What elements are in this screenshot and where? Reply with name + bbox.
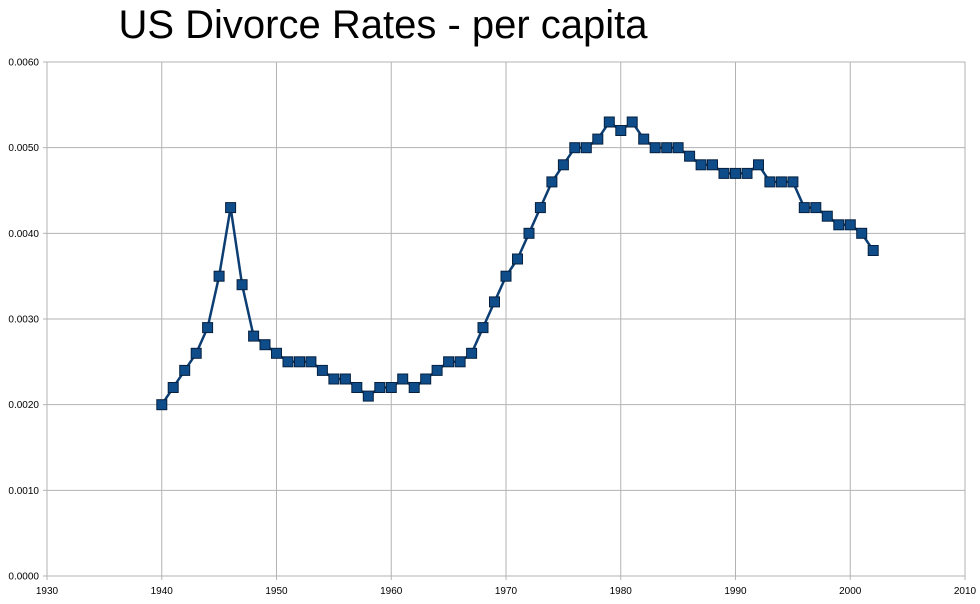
x-tick-label: 1970 [495, 586, 518, 597]
data-point [179, 364, 191, 376]
data-point [431, 364, 443, 376]
data-point [569, 142, 581, 154]
data-point [213, 270, 225, 282]
data-point [787, 176, 799, 188]
data-point [385, 382, 397, 393]
x-tick-label: 1980 [610, 586, 633, 597]
x-tick-label: 1990 [724, 586, 747, 597]
data-point [603, 116, 615, 128]
y-tick-label: 0.0050 [8, 143, 39, 154]
data-point [867, 245, 879, 256]
data-point [259, 339, 271, 351]
data-point [718, 167, 730, 179]
data-point [810, 202, 822, 214]
data-point [512, 253, 523, 265]
data-point [798, 202, 810, 214]
y-tick-label: 0.0000 [8, 572, 39, 583]
data-point [638, 133, 650, 145]
data-point [156, 399, 168, 411]
data-point [397, 373, 409, 385]
data-point [833, 219, 845, 231]
y-tick-label: 0.0030 [8, 315, 39, 326]
data-point [420, 373, 432, 385]
data-point [626, 116, 638, 128]
y-tick-label: 0.0040 [8, 229, 39, 240]
data-point [684, 150, 696, 162]
y-tick-label: 0.0060 [8, 58, 39, 69]
data-point [844, 219, 856, 231]
data-point [362, 390, 374, 402]
data-point [661, 142, 673, 154]
x-tick-label: 1950 [265, 586, 288, 597]
data-point [695, 159, 707, 171]
y-tick-label: 0.0010 [8, 486, 39, 497]
data-point [477, 322, 489, 334]
data-point [856, 227, 868, 239]
data-point [764, 176, 776, 188]
data-point [730, 167, 741, 179]
data-point [248, 330, 260, 342]
data-point [741, 167, 753, 179]
x-axis-ticks: 1930 1940 1950 1960 1970 1980 1990 2000 2010 [36, 576, 977, 597]
data-point [707, 159, 718, 171]
data-point [328, 373, 340, 385]
data-point [489, 296, 500, 308]
x-tick-label: 1960 [380, 586, 403, 597]
data-point [615, 125, 627, 136]
data-point [271, 347, 282, 359]
data-point [202, 322, 214, 334]
x-tick-label: 1930 [36, 586, 59, 597]
y-tick-label: 0.0020 [8, 400, 39, 411]
data-point [500, 270, 512, 282]
data-point [294, 356, 305, 368]
y-axis-ticks: 0.0000 0.0010 0.0020 0.0030 0.0040 0.0050 0.00… [8, 58, 47, 583]
data-point [305, 356, 317, 368]
data-point [316, 364, 328, 376]
data-point [546, 176, 558, 188]
data-point [225, 202, 237, 214]
x-tick-label: 2010 [954, 586, 977, 597]
data-point [190, 347, 202, 359]
chart-title: US Divorce Rates - per capita [118, 3, 648, 47]
x-tick-label: 1940 [151, 586, 174, 597]
data-point [351, 382, 363, 393]
data-point [454, 356, 466, 368]
data-point [649, 142, 661, 154]
data-point [775, 176, 787, 188]
data-point [672, 142, 684, 154]
data-point [557, 159, 569, 171]
series-divorce-rate [156, 116, 879, 411]
data-point [592, 133, 604, 145]
data-point [580, 142, 592, 154]
data-point [534, 202, 546, 214]
data-point [408, 382, 420, 393]
data-point [236, 279, 248, 291]
data-point [282, 356, 294, 368]
data-point [339, 373, 351, 385]
data-point [167, 382, 179, 393]
data-point [753, 159, 764, 171]
data-point [466, 347, 478, 359]
data-point [523, 227, 535, 239]
data-point [374, 382, 386, 393]
data-point [821, 210, 833, 222]
x-tick-label: 2000 [839, 586, 862, 597]
data-point [443, 356, 455, 368]
